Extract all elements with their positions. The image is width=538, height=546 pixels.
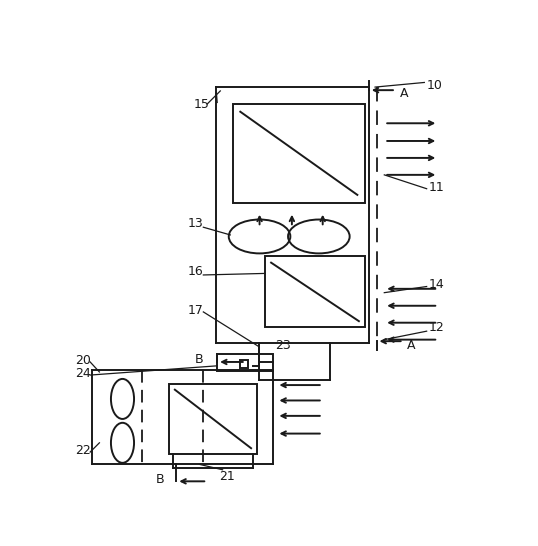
- Text: 16: 16: [188, 265, 204, 278]
- Text: B: B: [195, 353, 203, 366]
- Text: 23: 23: [275, 339, 291, 352]
- Bar: [217, 354, 273, 371]
- Text: 14: 14: [429, 278, 445, 292]
- Text: 21: 21: [219, 470, 235, 483]
- Text: 11: 11: [429, 181, 445, 194]
- Text: 13: 13: [188, 217, 204, 230]
- Text: B: B: [156, 473, 165, 486]
- Bar: [265, 257, 365, 327]
- Text: 15: 15: [193, 98, 209, 111]
- Text: A: A: [400, 87, 408, 100]
- Text: 17: 17: [188, 304, 204, 317]
- Bar: [169, 383, 257, 454]
- Bar: [240, 360, 248, 368]
- Text: 12: 12: [429, 321, 445, 334]
- Text: 22: 22: [75, 444, 90, 457]
- Text: 10: 10: [427, 79, 443, 92]
- Text: 20: 20: [75, 354, 90, 367]
- Text: A: A: [407, 339, 416, 352]
- Text: 24: 24: [75, 367, 90, 380]
- Bar: [232, 104, 365, 203]
